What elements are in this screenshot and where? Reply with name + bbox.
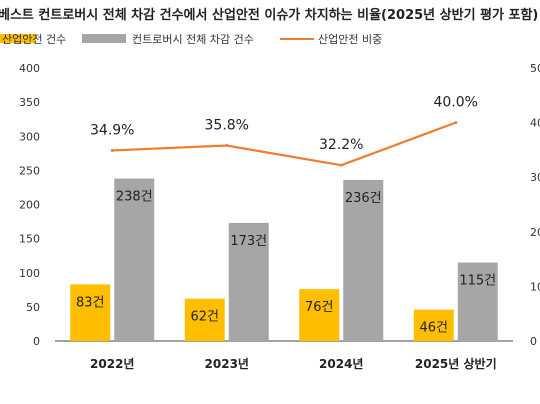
bar — [114, 178, 155, 341]
legend-swatch — [0, 34, 36, 43]
bar-data-label: 62건 — [190, 310, 219, 325]
bar-data-label: 173건 — [230, 234, 267, 249]
y-tick-label: 400 — [19, 62, 40, 75]
bar — [184, 298, 225, 341]
line-data-label: 34.9% — [90, 122, 134, 138]
x-tick-label: 2022년 — [90, 357, 134, 371]
legend-label: 컨트로버시 전체 차감 건수 — [132, 33, 254, 46]
y-tick-label: 350 — [19, 96, 40, 109]
line-data-label: 40.0% — [434, 95, 478, 111]
y-tick-label: 150 — [19, 233, 40, 246]
y2-tick-label: 10 — [530, 280, 540, 293]
bar-data-label: 46건 — [419, 321, 448, 336]
bar — [343, 179, 384, 341]
line-point — [454, 121, 458, 125]
line-data-label: 35.8% — [205, 118, 249, 134]
legend-label: 산업안전 건수 — [2, 33, 66, 46]
chart-title: 베스트 컨트로버시 전체 차감 건수에서 산업안전 이슈가 차지하는 비율(20… — [0, 7, 538, 23]
line-data-label: 32.2% — [319, 137, 363, 153]
marks — [70, 121, 498, 341]
y2-tick-label: 0 — [530, 335, 537, 348]
line-series — [112, 121, 457, 167]
bar-data-label: 236건 — [345, 191, 382, 206]
bar-data-label: 115건 — [459, 274, 496, 289]
y-tick-label: 250 — [19, 164, 40, 177]
legend-swatch — [82, 34, 126, 43]
y2-tick-label: 40 — [530, 117, 540, 130]
bar-data-label: 238건 — [116, 190, 153, 205]
line-point — [339, 163, 343, 167]
bar — [70, 284, 111, 341]
y-tick-label: 200 — [19, 199, 40, 212]
y-tick-label: 100 — [19, 267, 40, 280]
x-tick-label: 2023년 — [205, 357, 249, 371]
x-tick-label: 2025년 상반기 — [415, 356, 497, 371]
y-tick-label: 0 — [33, 335, 40, 348]
bar-data-label: 76건 — [305, 300, 334, 315]
x-tick-label: 2024년 — [319, 357, 363, 371]
bar — [457, 262, 498, 341]
bar-data-label: 83건 — [76, 295, 105, 310]
bar — [299, 289, 340, 341]
line-point — [110, 148, 114, 152]
bar — [413, 309, 454, 341]
y-tick-label: 300 — [19, 130, 40, 143]
line-point — [225, 144, 229, 148]
y2-tick-label: 20 — [530, 226, 540, 239]
y-tick-label: 50 — [26, 301, 40, 314]
y2-tick-label: 30 — [530, 171, 540, 184]
data-labels: 83건 62건 76건 46건 238건 173건 236건 115건 34.9% 35.8% 32… — [76, 95, 496, 336]
bar — [228, 222, 269, 341]
legend-label: 산업안전 비중 — [318, 33, 382, 46]
axes: 0 50 100 150 200 250 300 350 400 0 10 20 30 40 50 2022년… — [19, 62, 540, 371]
y2-tick-label: 50 — [530, 62, 540, 75]
legend: 산업안전 건수 컨트로버시 전체 차감 건수 산업안전 비중 — [0, 33, 382, 46]
